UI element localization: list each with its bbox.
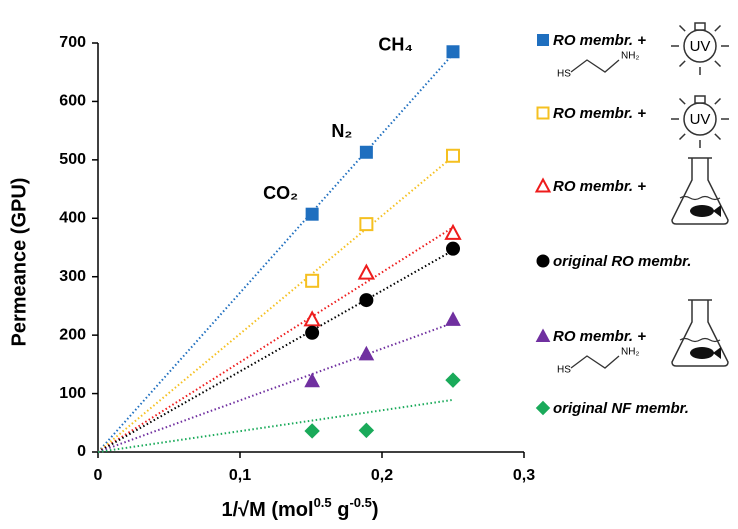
uv-ray [679,98,685,104]
marker-diamond [305,424,319,438]
x-label-part: 1/√M (mol [221,499,313,521]
thiol-label: NH₂ [621,51,639,62]
legend-label: RO membr. + [553,178,646,195]
marker-triangle [446,226,460,239]
marker-diamond [446,373,460,387]
marker-diamond [537,402,550,415]
marker-diamond [359,423,373,437]
y-tick-label: 0 [77,443,86,460]
marker-triangle [359,347,373,360]
marker-square [306,275,318,287]
marker-square [538,35,549,46]
x-tick-label: 0,1 [229,467,251,484]
marker-circle [360,294,373,307]
x-tick-label: 0 [94,467,103,484]
y-tick-label: 700 [59,34,86,51]
flask-fish [690,205,714,217]
y-tick-label: 300 [59,268,86,285]
thiol-label: NH₂ [621,347,639,358]
marker-square [306,208,318,220]
y-axis-label: Permeance (GPU) [8,178,30,347]
marker-square [447,46,459,58]
uv-text: UV [690,38,711,55]
marker-circle [447,242,460,255]
trend-line [98,227,453,452]
trend-line [98,250,453,452]
uv-text: UV [690,111,711,128]
legend-label: original NF membr. [553,400,689,417]
point-label: N₂ [331,121,352,141]
x-label-sup: -0.5 [349,495,371,510]
uv-ray [715,25,721,31]
thiol-label: HS [557,365,571,376]
marker-triangle [305,374,319,387]
uv-ray [715,61,721,67]
uv-ray [679,134,685,140]
thiol-label: HS [557,69,571,80]
marker-circle [537,255,549,267]
uv-lamp-cap [695,23,705,30]
point-label: CH₄ [378,35,413,55]
legend-label: RO membr. + [553,328,646,345]
marker-square [538,108,549,119]
uv-ray [679,61,685,67]
y-tick-label: 100 [59,385,86,402]
thiol-chain [571,60,619,72]
y-tick-label: 400 [59,210,86,227]
point-label: CO₂ [263,183,298,203]
marker-triangle [537,180,550,192]
trend-line [98,323,453,452]
marker-circle [306,326,319,339]
uv-ray [679,25,685,31]
marker-triangle [305,312,319,325]
uv-ray [715,134,721,140]
x-tick-label: 0,3 [513,467,535,484]
marker-triangle [537,330,550,342]
flask-fish [690,347,714,359]
marker-triangle [359,266,373,279]
uv-lamp-cap [695,96,705,103]
chart: 1/√M (mol0.5 g-0.5) Permeance (GPU) 0 100… [0,0,738,524]
y-tick-label: 600 [59,93,86,110]
marker-square [447,150,459,162]
y-tick-label: 200 [59,326,86,343]
trend-line [98,54,453,452]
x-axis-label: 1/√M (mol0.5 g-0.5) [221,495,378,521]
legend-label: RO membr. + [553,105,646,122]
y-tick-label: 500 [59,151,86,168]
uv-ray [715,98,721,104]
marker-triangle [446,312,460,325]
x-tick-label: 0,2 [371,467,393,484]
legend-label: RO membr. + [553,32,646,49]
x-label-part: g [332,499,350,521]
x-label-sup: 0.5 [314,495,332,510]
thiol-chain [571,356,619,368]
x-label-part: ) [372,499,379,521]
marker-square [360,146,372,158]
legend-label: original RO membr. [553,253,691,270]
marker-square [360,218,372,230]
